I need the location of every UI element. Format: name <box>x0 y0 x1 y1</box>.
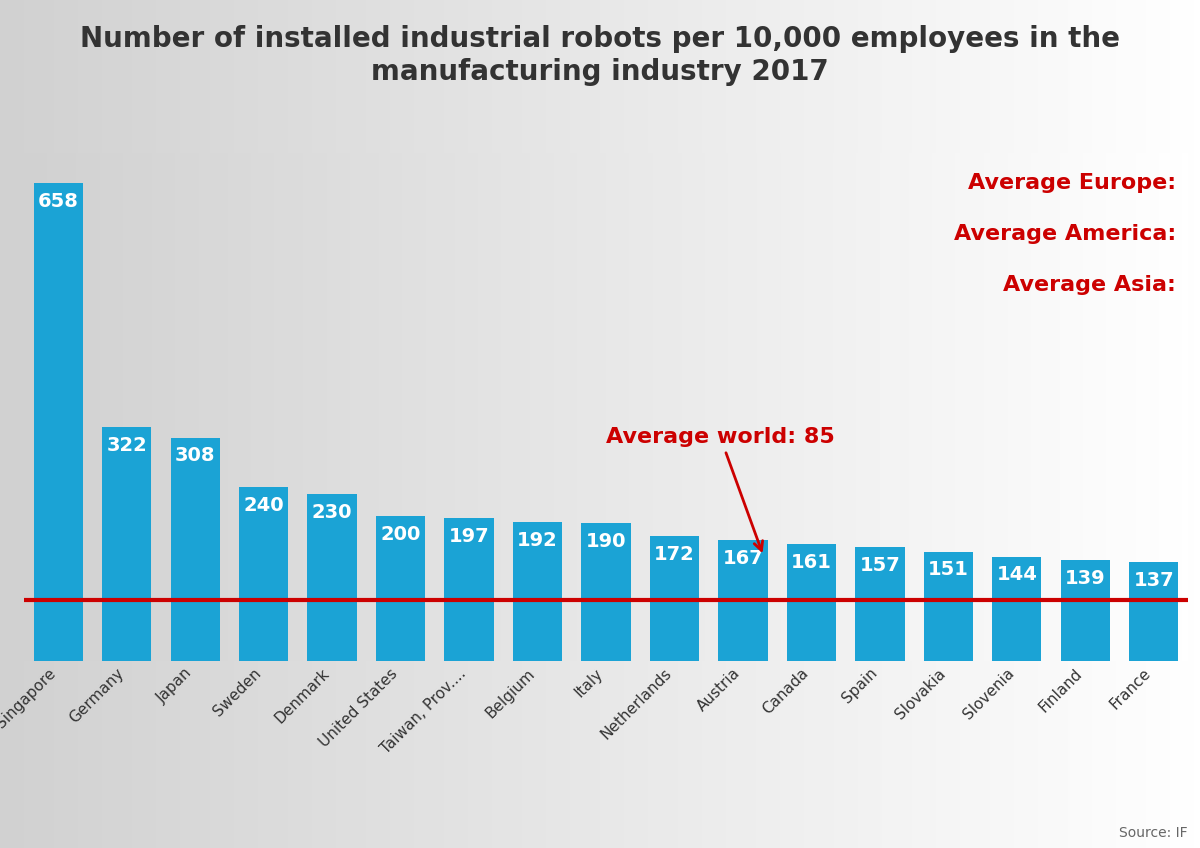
Bar <box>307 494 356 661</box>
Text: 137: 137 <box>1134 571 1174 589</box>
Bar <box>34 183 83 661</box>
Bar <box>856 547 905 661</box>
Text: Number of installed industrial robots per 10,000 employees in the
manufacturing : Number of installed industrial robots pe… <box>80 25 1120 86</box>
Text: 151: 151 <box>928 561 968 579</box>
Text: 230: 230 <box>312 503 353 522</box>
Text: 157: 157 <box>859 556 900 575</box>
Bar <box>924 552 973 661</box>
Bar <box>512 522 562 661</box>
Text: 200: 200 <box>380 525 421 544</box>
Bar <box>239 487 288 661</box>
Text: 308: 308 <box>175 446 216 466</box>
Text: 322: 322 <box>107 436 148 455</box>
Bar <box>376 516 425 661</box>
Text: 172: 172 <box>654 545 695 564</box>
Bar <box>650 537 700 661</box>
Bar <box>787 544 836 661</box>
Text: Source: IF: Source: IF <box>1120 825 1188 840</box>
Text: 139: 139 <box>1064 569 1105 589</box>
Text: 192: 192 <box>517 531 558 550</box>
Text: Average America:: Average America: <box>954 224 1176 244</box>
Text: 144: 144 <box>996 566 1037 584</box>
Text: Average world: 85: Average world: 85 <box>606 427 835 550</box>
Text: Average Asia:: Average Asia: <box>1003 275 1176 295</box>
Bar <box>444 518 493 661</box>
Text: 190: 190 <box>586 532 626 551</box>
Text: 167: 167 <box>722 549 763 568</box>
Bar <box>581 523 631 661</box>
Bar <box>1129 562 1178 661</box>
Text: Average Europe:: Average Europe: <box>968 173 1176 193</box>
Bar <box>992 557 1042 661</box>
Text: 240: 240 <box>244 496 284 515</box>
Bar <box>170 438 220 661</box>
Bar <box>1061 561 1110 661</box>
Bar <box>719 540 768 661</box>
Text: 161: 161 <box>791 553 832 572</box>
Bar <box>102 427 151 661</box>
Text: 658: 658 <box>37 192 79 211</box>
Text: 197: 197 <box>449 527 490 546</box>
